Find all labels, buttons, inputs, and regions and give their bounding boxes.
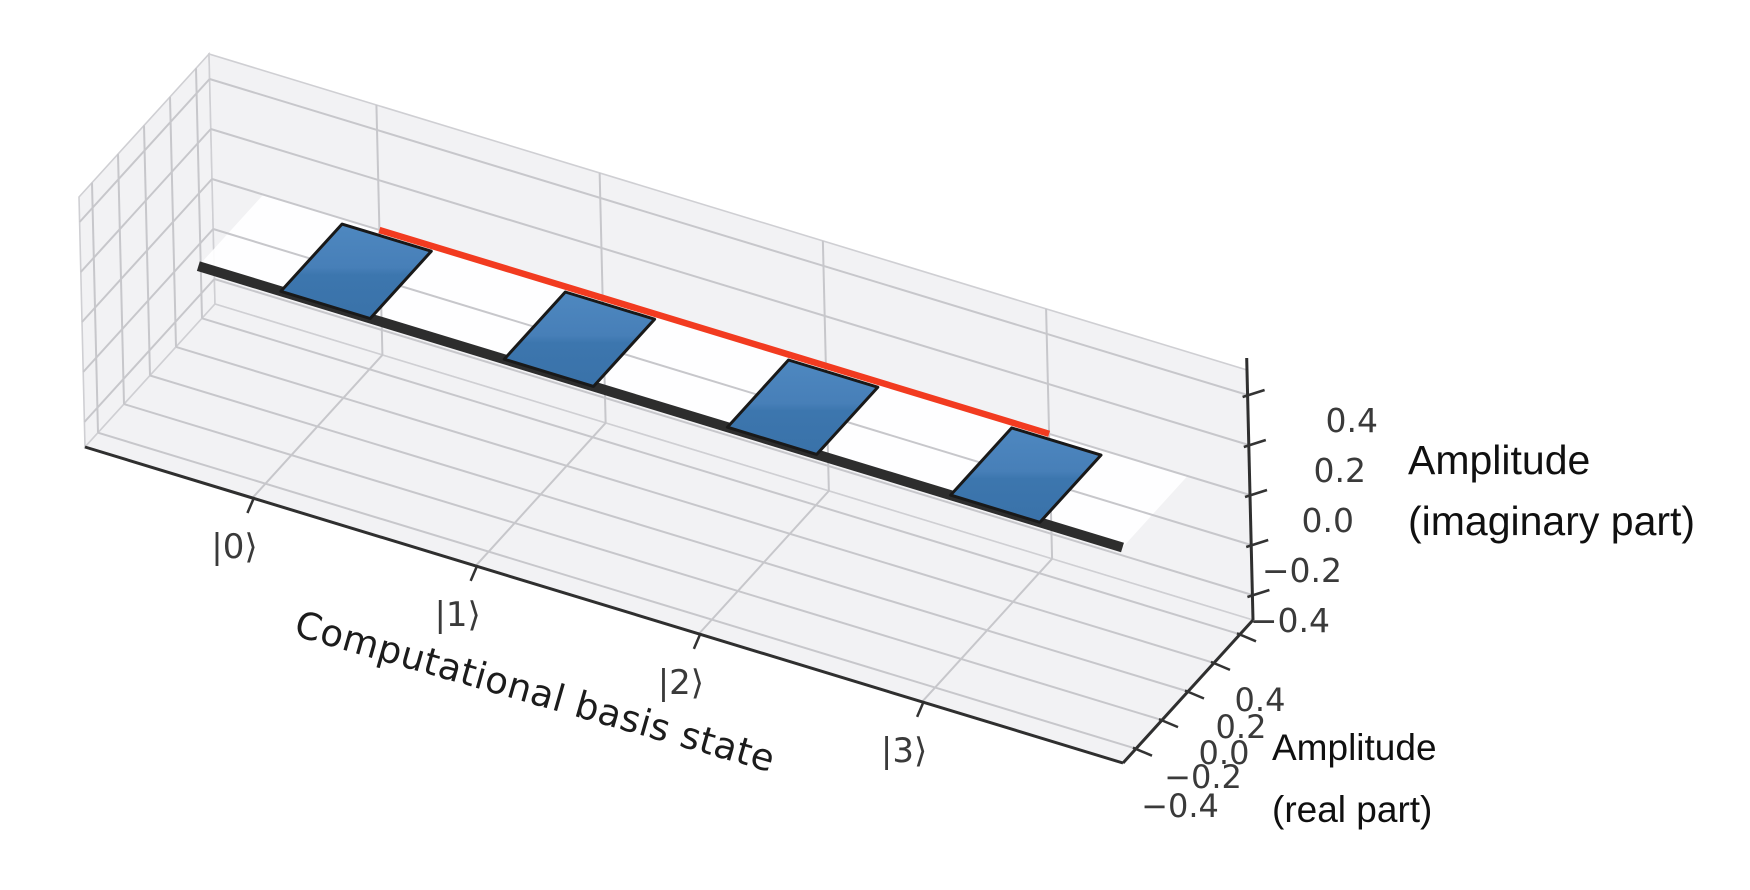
3d-axes: |0⟩|1⟩|2⟩|3⟩0.40.20.0−0.2−0.40.40.20.0−0…: [78, 51, 1378, 825]
y-tick-label: −0.2: [1164, 758, 1242, 796]
x-tick-label: |0⟩: [211, 527, 257, 567]
x-tick-label: |1⟩: [434, 595, 480, 635]
z-tick-mark: [1243, 438, 1267, 449]
x-tick-mark: [692, 634, 702, 650]
x-tick-mark: [469, 566, 478, 582]
real-amplitude-line: [378, 226, 1051, 437]
z-tick-label: −0.4: [1250, 601, 1330, 640]
floor-gridline: [149, 374, 1189, 693]
left-wall-gridline: [195, 68, 203, 319]
x-tick-mark: [246, 498, 255, 514]
y-tick-mark: [1210, 660, 1231, 672]
y-tick-label: 0.2: [1216, 708, 1267, 746]
back-wall-gridline: [1045, 308, 1054, 559]
y-tick-label: 0.0: [1199, 734, 1250, 772]
floor-gridline: [698, 490, 830, 635]
floor-gridline: [201, 317, 1241, 636]
y-tick-mark: [1132, 746, 1153, 757]
z-tick-label: 0.2: [1314, 451, 1366, 490]
floor-gridline: [474, 422, 607, 567]
left-wall-gridline: [169, 96, 177, 347]
amplitude-bar-state-3: [949, 426, 1103, 524]
floor-gridline: [251, 354, 384, 499]
zero-imaginary-plane: [198, 194, 1188, 548]
amplitude-bar-state-0: [279, 222, 433, 320]
y-tick-label: −0.4: [1141, 787, 1219, 825]
back-wall-gridline: [210, 128, 1250, 446]
y-tick-mark: [1158, 717, 1179, 729]
z-tick-label: −0.2: [1262, 551, 1342, 590]
amplitude-bar-state-1: [502, 290, 657, 388]
floor-gridline: [921, 558, 1053, 703]
z-axis-label: Amplitude (imaginary part): [1408, 437, 1696, 544]
x-tick-mark: [915, 702, 925, 718]
z-tick-mark: [1245, 538, 1269, 549]
y-axis-label: Amplitude (real part): [1272, 727, 1437, 830]
z-tick-mark: [1242, 388, 1265, 399]
x-tick-label: |3⟩: [881, 731, 927, 771]
amplitude-bar-state-2: [725, 358, 880, 456]
y-tick-mark: [1236, 632, 1257, 643]
back-wall-gridline: [214, 278, 1253, 596]
x-tick-label: |2⟩: [658, 663, 704, 703]
floor-gridline: [123, 403, 1163, 722]
z-tick-label: 0.4: [1326, 401, 1378, 440]
z-tick-label: 0.0: [1302, 501, 1354, 540]
floor-gridline: [175, 345, 1215, 664]
back-wall-gridline: [209, 78, 1248, 396]
x-axis-spine: [84, 445, 1124, 765]
z-tick-mark: [1247, 588, 1270, 599]
left-wall-gridline: [91, 182, 99, 433]
z-tick-mark: [1244, 488, 1268, 499]
y-tick-mark: [1184, 689, 1205, 700]
z-axis-spine: [1245, 357, 1255, 621]
left-wall-gridline: [117, 154, 125, 405]
floor-gridline: [97, 431, 1137, 750]
left-wall-gridline: [143, 125, 151, 376]
y-tick-label: 0.4: [1235, 681, 1286, 719]
